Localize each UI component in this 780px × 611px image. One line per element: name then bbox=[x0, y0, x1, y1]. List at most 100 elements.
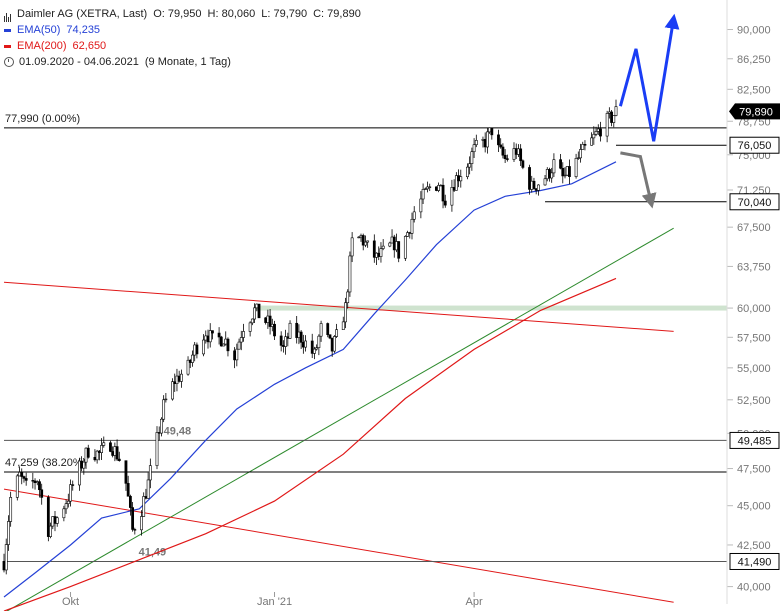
candle-body bbox=[97, 450, 101, 453]
trendline-downtrend-upper bbox=[3, 281, 674, 332]
candle bbox=[528, 164, 531, 195]
candle bbox=[521, 159, 525, 170]
candle bbox=[82, 458, 86, 475]
candle-body bbox=[359, 235, 363, 238]
candle bbox=[519, 144, 523, 166]
candle-body bbox=[474, 140, 478, 146]
candle-body bbox=[171, 381, 174, 400]
candle-body bbox=[102, 442, 106, 446]
candle-body bbox=[468, 163, 472, 168]
y-tick-label: 60,000 bbox=[737, 303, 771, 315]
candle-body bbox=[397, 241, 401, 259]
candle-body bbox=[605, 113, 609, 137]
candle bbox=[381, 239, 385, 251]
candle-body bbox=[326, 323, 330, 335]
x-tick-label: Jan '21 bbox=[257, 596, 292, 608]
candle-body bbox=[594, 131, 598, 135]
y-tick-label: 86,250 bbox=[737, 54, 771, 66]
candle-body bbox=[348, 255, 352, 293]
candle bbox=[204, 330, 208, 344]
candle bbox=[310, 333, 314, 359]
candle bbox=[2, 553, 6, 573]
candle-body bbox=[590, 137, 594, 146]
candle-body bbox=[46, 497, 50, 537]
forecast-down-arrow bbox=[620, 151, 657, 209]
candle bbox=[55, 516, 59, 527]
candle bbox=[35, 480, 39, 486]
candle bbox=[364, 235, 367, 248]
candle bbox=[219, 335, 223, 347]
candle bbox=[97, 449, 101, 461]
candle-body bbox=[344, 302, 347, 323]
support-zone bbox=[254, 305, 727, 311]
candle bbox=[51, 516, 55, 530]
candle bbox=[594, 126, 598, 137]
candle-body bbox=[579, 149, 582, 159]
candle-body bbox=[49, 525, 52, 537]
candle-body bbox=[208, 330, 212, 343]
low-value: L: 79,790 bbox=[261, 8, 308, 20]
candle bbox=[38, 479, 41, 498]
candle bbox=[488, 127, 492, 134]
candle-body bbox=[392, 236, 396, 251]
candle-body bbox=[346, 291, 350, 304]
candle-body bbox=[517, 148, 520, 155]
candle-body bbox=[341, 321, 345, 330]
candle bbox=[86, 444, 90, 459]
last-price-tag-box bbox=[729, 103, 780, 120]
candle-body bbox=[472, 144, 476, 153]
candle-body bbox=[140, 516, 143, 531]
candle bbox=[250, 318, 254, 326]
x-tick-label: Okt bbox=[62, 596, 79, 608]
candle bbox=[499, 138, 503, 149]
candle-body bbox=[470, 151, 474, 164]
candle bbox=[268, 309, 272, 335]
candle bbox=[483, 132, 487, 153]
candle-body bbox=[543, 178, 547, 186]
candle bbox=[574, 153, 578, 179]
candle-body bbox=[532, 180, 536, 189]
candle bbox=[113, 442, 117, 462]
candle bbox=[443, 194, 447, 208]
y-tick-label: 52,500 bbox=[737, 395, 771, 407]
candle-body bbox=[109, 442, 112, 452]
candle bbox=[299, 330, 303, 349]
candle bbox=[346, 289, 350, 309]
candle bbox=[505, 154, 509, 162]
y-tick-label: 67,500 bbox=[737, 222, 771, 234]
candle-body bbox=[450, 187, 454, 206]
candle bbox=[270, 318, 274, 332]
candle bbox=[514, 143, 518, 160]
candle-body bbox=[576, 157, 580, 159]
candle bbox=[472, 138, 476, 159]
candle-body bbox=[93, 456, 97, 461]
candle bbox=[233, 347, 237, 369]
candle bbox=[457, 169, 460, 188]
candle-body bbox=[7, 521, 10, 545]
candle bbox=[437, 182, 441, 193]
candle bbox=[248, 321, 252, 337]
candle bbox=[211, 330, 214, 340]
candle bbox=[392, 234, 396, 258]
candle-body bbox=[224, 338, 228, 345]
candle bbox=[317, 334, 321, 356]
candle bbox=[62, 505, 66, 522]
candle-body bbox=[235, 348, 239, 361]
candle bbox=[191, 350, 194, 367]
candle bbox=[375, 252, 378, 265]
candle bbox=[421, 183, 425, 204]
x-tick-label: Apr bbox=[466, 596, 483, 608]
candle-body bbox=[64, 503, 68, 510]
candle bbox=[579, 143, 582, 163]
candle bbox=[426, 181, 429, 193]
candle bbox=[71, 480, 75, 491]
high-value: H: 80,060 bbox=[207, 8, 256, 20]
candle-body bbox=[364, 241, 367, 246]
price-tag-label: 70,040 bbox=[738, 197, 772, 209]
candle-body bbox=[545, 169, 549, 180]
candle-body bbox=[264, 317, 268, 323]
candle bbox=[517, 144, 520, 158]
candle bbox=[439, 184, 443, 187]
candle-body bbox=[581, 144, 585, 150]
candle-body bbox=[454, 175, 458, 191]
